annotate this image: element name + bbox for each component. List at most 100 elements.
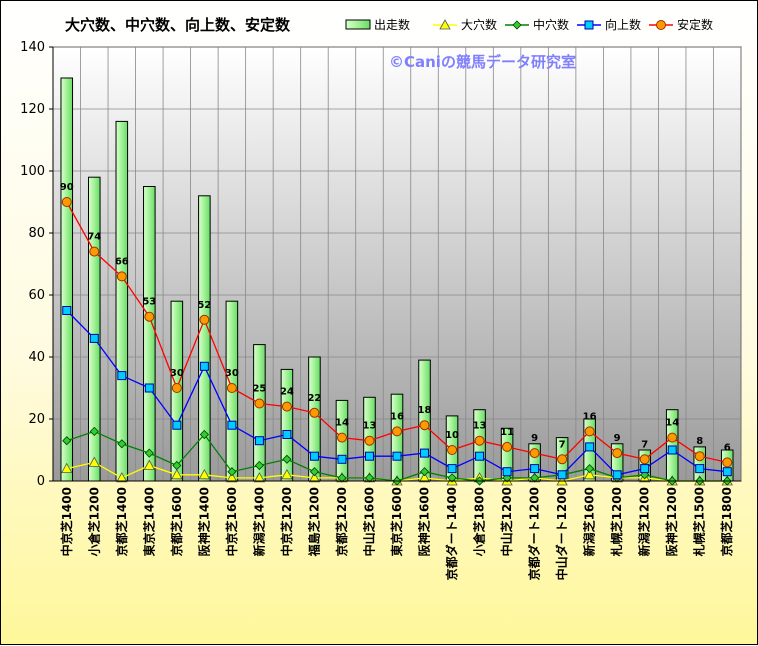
- category-label: 新潟芝1400: [251, 487, 266, 556]
- bar: [390, 393, 404, 482]
- circle-marker: [667, 432, 678, 443]
- circle-marker: [364, 435, 375, 446]
- circle-marker: [89, 246, 100, 257]
- y-tick-label: 100: [20, 164, 45, 179]
- square-marker: [227, 420, 237, 430]
- triangle-marker: [226, 472, 238, 483]
- data-label: 30: [225, 368, 239, 379]
- triangle-marker: [418, 472, 431, 483]
- bar: [60, 77, 74, 482]
- data-label: 22: [307, 393, 321, 404]
- circle-marker: [199, 314, 210, 325]
- legend-marker: [439, 19, 451, 30]
- category-label: 中京芝1200: [279, 487, 294, 556]
- square-marker: [502, 467, 512, 477]
- data-label: 11: [500, 427, 514, 438]
- category-label: 中山ダート1200: [554, 487, 569, 580]
- diamond-marker: [585, 464, 595, 474]
- legend-marker: [512, 20, 522, 30]
- circle-marker: [226, 383, 237, 393]
- category-label: 新潟芝1600: [582, 487, 597, 556]
- category-label: 東京芝1400: [141, 487, 156, 556]
- legend: 出走数 大穴数 中穴数 向上数 安定数: [345, 17, 713, 32]
- circle-marker: [61, 197, 72, 207]
- bar: [308, 356, 321, 482]
- circle-marker: [557, 454, 568, 465]
- triangle-marker: [583, 468, 596, 480]
- category-label: 京都芝1400: [114, 487, 129, 556]
- data-label: 30: [170, 368, 184, 379]
- category-label: 京都芝1600: [169, 487, 184, 556]
- diamond-marker: [364, 473, 375, 483]
- circle-marker: [254, 398, 265, 409]
- square-marker: [62, 306, 72, 315]
- triangle-marker: [61, 462, 73, 474]
- diamond-marker: [199, 429, 209, 440]
- diamond-marker: [419, 467, 430, 477]
- category-label: 中京芝1400: [59, 487, 74, 556]
- square-marker: [199, 361, 209, 371]
- circle-marker: [281, 401, 292, 412]
- diamond-marker: [144, 448, 154, 458]
- square-marker: [89, 333, 99, 343]
- category-label: 京都ダート1200: [527, 487, 542, 580]
- legend-swatch: [345, 19, 371, 30]
- legend-marker: [584, 20, 594, 30]
- square-marker: [695, 464, 705, 474]
- data-label: 90: [60, 182, 74, 193]
- data-label: 16: [390, 411, 404, 422]
- square-marker: [337, 454, 347, 464]
- triangle-marker: [143, 459, 155, 470]
- diamond-marker: [62, 436, 72, 446]
- diamond-marker: [254, 460, 264, 471]
- watermark-text: ©Caniの競馬データ研究室: [389, 53, 576, 71]
- circle-marker: [419, 420, 430, 431]
- legend-label: 大穴数: [461, 17, 497, 32]
- data-label: 13: [363, 421, 377, 432]
- circle-marker: [171, 383, 182, 393]
- y-axis: 0 20 40 60 80 100 120 140: [20, 40, 54, 489]
- square-marker: [420, 448, 430, 458]
- bar: [143, 186, 156, 482]
- square-marker: [447, 464, 457, 474]
- category-label: 阪神芝1600: [417, 487, 432, 556]
- category-label: 京都ダート1400: [444, 487, 459, 580]
- square-marker: [144, 383, 154, 393]
- data-label: 24: [280, 387, 294, 398]
- data-label: 52: [197, 300, 211, 311]
- circle-marker: [584, 426, 595, 437]
- category-label: 京都芝1200: [334, 487, 349, 556]
- square-marker: [282, 430, 292, 439]
- data-label: 25: [252, 384, 266, 395]
- square-marker: [364, 451, 374, 461]
- data-label: 16: [583, 411, 597, 422]
- legend-marker: [656, 20, 666, 30]
- x-axis: 中京芝1400 小倉芝1200 京都芝1400 東京芝1400 京都芝1600 阪神芝14…: [53, 480, 741, 580]
- category-label: 阪神芝1400: [196, 487, 211, 556]
- data-label: 10: [445, 430, 459, 441]
- diamond-marker: [89, 426, 99, 436]
- data-label: 9: [614, 433, 621, 444]
- square-marker: [254, 436, 264, 446]
- legend-label: 安定数: [677, 17, 713, 32]
- square-marker: [172, 420, 182, 430]
- y-tick-label: 0: [37, 474, 45, 489]
- diamond-marker: [282, 454, 292, 464]
- data-label: 6: [724, 442, 731, 453]
- legend-label: 出走数: [374, 17, 410, 32]
- circle-marker: [529, 448, 540, 459]
- circle-marker: [722, 457, 733, 468]
- square-marker: [475, 451, 485, 461]
- category-label: 札幌芝1200: [609, 487, 624, 557]
- category-label: 中山芝1200: [499, 487, 514, 556]
- square-marker: [392, 451, 402, 461]
- y-tick-label: 40: [28, 350, 45, 365]
- data-label: 18: [418, 405, 432, 416]
- circle-marker: [612, 448, 623, 459]
- category-label: 新潟芝1200: [637, 487, 652, 556]
- data-label: 14: [665, 418, 679, 429]
- triangle-marker: [116, 472, 128, 483]
- data-label: 74: [87, 232, 101, 243]
- diamond-marker: [337, 473, 347, 483]
